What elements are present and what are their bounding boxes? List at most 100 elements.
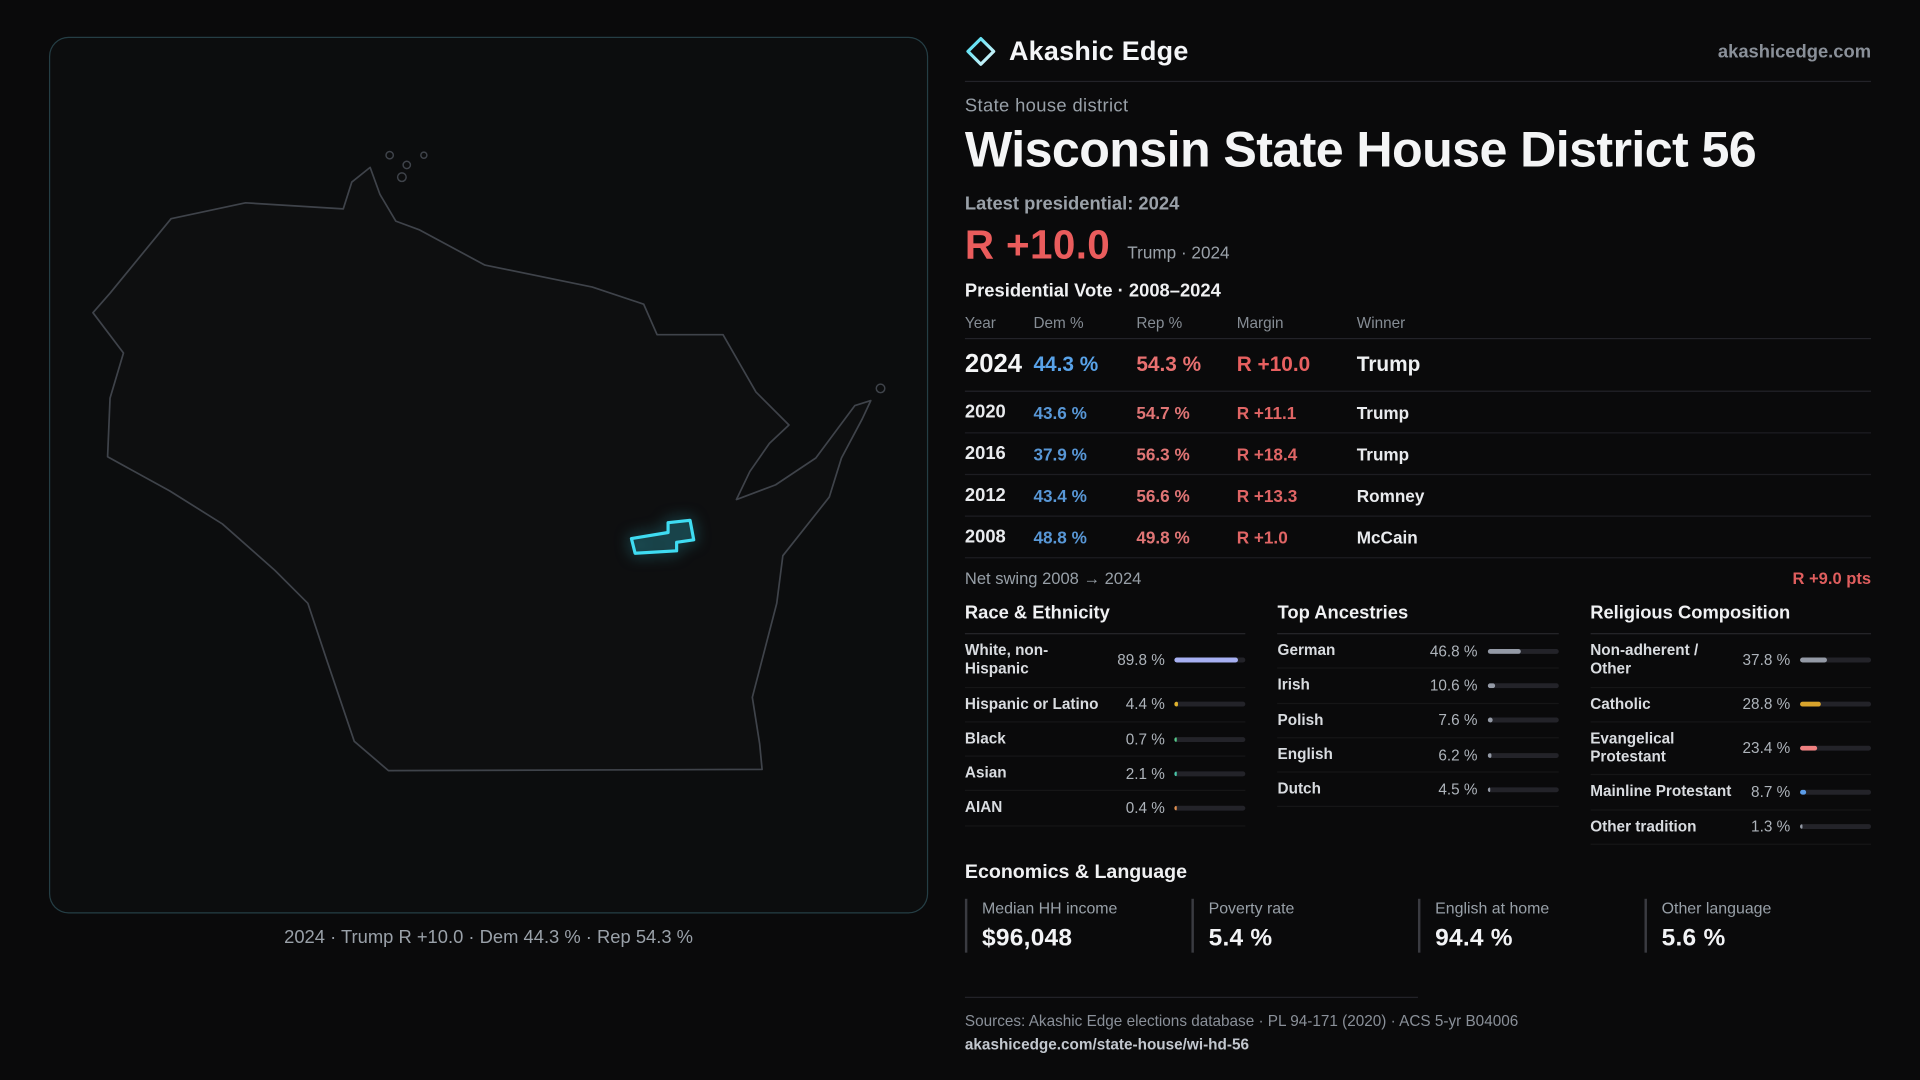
page-title: Wisconsin State House District 56 xyxy=(964,121,1757,178)
demo-label: Hispanic or Latino xyxy=(964,695,1099,713)
demo-label: Dutch xyxy=(1277,780,1321,798)
demo-label: Irish xyxy=(1277,676,1310,694)
district-report: Akashic Edge akashicedge.com State house… xyxy=(964,29,1872,1053)
demo-bar xyxy=(1487,787,1559,792)
demo-bar xyxy=(1799,745,1872,751)
demo-bar xyxy=(1487,648,1559,654)
headline-margin-row: R +10.0 Trump · 2024 xyxy=(965,222,1871,269)
demo-bar xyxy=(1487,752,1559,758)
rep-cell: 56.3 % xyxy=(1136,444,1190,464)
demo-label: White, non-Hispanic xyxy=(964,641,1049,678)
demo-row: Dutch 4.5 % xyxy=(1277,773,1559,808)
winner-cell: Trump xyxy=(1356,352,1421,377)
stat-value: 5.4 % xyxy=(1208,924,1273,952)
demo-value: 0.4 % xyxy=(1125,799,1165,817)
demographics-section: Race & Ethnicity White, non-Hispanic 89.… xyxy=(964,603,1872,845)
demo-label: AIAN xyxy=(964,798,1003,816)
map-caption: 2024 · Trump R +10.0 · Dem 44.3 % · Rep … xyxy=(284,926,694,948)
top-ancestries-column: Top Ancestries German 46.8 % Irish 10.6 … xyxy=(1277,603,1559,808)
apostle-island xyxy=(385,150,395,160)
col-dem: Dem % xyxy=(1033,314,1084,333)
vote-table-header: Year Dem % Rep % Margin Winner xyxy=(965,309,1871,338)
demo-bar xyxy=(1487,683,1559,689)
latest-presidential-label: Latest presidential: 2024 xyxy=(964,193,1180,215)
col-margin: Margin xyxy=(1236,314,1284,333)
demo-label: German xyxy=(1277,641,1336,659)
rep-cell: 54.7 % xyxy=(1136,402,1190,423)
demo-label: English xyxy=(1277,745,1333,763)
margin-cell: R +1.0 xyxy=(1236,527,1288,547)
demo-row: Polish 7.6 % xyxy=(1277,704,1559,739)
demo-bar xyxy=(1799,824,1872,830)
demo-label: Mainline Protestant xyxy=(1590,782,1732,801)
table-row: 2020 43.6 % 54.7 % R +11.1 Trump xyxy=(964,392,1872,434)
apostle-island xyxy=(420,151,428,159)
rep-cell: 54.3 % xyxy=(1136,352,1202,377)
stat-block: Other language 5.6 % xyxy=(1644,898,1872,953)
presidential-vote-table: Year Dem % Rep % Margin Winner 2024 44.3… xyxy=(964,309,1872,559)
demo-label: Black xyxy=(964,729,1006,747)
brand-header: Akashic Edge akashicedge.com xyxy=(965,29,1871,73)
demo-value: 4.4 % xyxy=(1125,695,1165,713)
demo-label: Non-adherent / Other xyxy=(1590,641,1699,678)
year-cell: 2008 xyxy=(964,526,1006,548)
demo-row: Mainline Protestant 8.7 % xyxy=(1590,776,1872,811)
wisconsin-map xyxy=(92,150,886,772)
demo-label: Polish xyxy=(1277,710,1324,729)
wisconsin-state-outline xyxy=(92,166,872,772)
margin-cell: R +13.3 xyxy=(1236,485,1298,506)
demo-row: Other tradition 1.3 % xyxy=(1590,810,1872,845)
net-swing-row: Net swing 2008 → 2024 R +9.0 pts xyxy=(965,570,1871,588)
year-cell: 2020 xyxy=(964,401,1006,423)
demo-value: 1.3 % xyxy=(1751,818,1791,836)
demo-label: Evangelical Protestant xyxy=(1590,729,1675,766)
demo-row: Catholic 28.8 % xyxy=(1590,688,1872,723)
vote-table-title: Presidential Vote · 2008–2024 xyxy=(964,280,1221,302)
economics-section-title: Economics & Language xyxy=(964,861,1187,883)
winner-cell: Trump xyxy=(1356,444,1410,464)
demo-bar xyxy=(1174,736,1246,742)
religious-composition-column: Religious Composition Non-adherent / Oth… xyxy=(1590,603,1872,845)
dem-cell: 48.8 % xyxy=(1033,527,1087,547)
section-title: Religious Composition xyxy=(1590,603,1872,635)
demo-bar xyxy=(1174,658,1246,663)
brand-site-link[interactable]: akashicedge.com xyxy=(1717,41,1872,62)
demo-value: 28.8 % xyxy=(1742,695,1791,713)
demo-bar xyxy=(1174,771,1246,777)
winner-cell: McCain xyxy=(1356,527,1418,547)
col-winner: Winner xyxy=(1356,314,1406,333)
demo-value: 89.8 % xyxy=(1117,651,1165,670)
apostle-island xyxy=(396,172,407,183)
stat-block: Poverty rate 5.4 % xyxy=(1191,898,1418,953)
permalink-link[interactable]: akashicedge.com/state-house/wi-hd-56 xyxy=(964,1035,1250,1053)
demo-row: Black 0.7 % xyxy=(964,722,1246,757)
section-title: Race & Ethnicity xyxy=(964,603,1246,635)
demo-value: 0.7 % xyxy=(1125,730,1165,748)
demo-row: English 6.2 % xyxy=(1277,738,1559,773)
margin-cell: R +11.1 xyxy=(1236,402,1297,423)
dem-cell: 37.9 % xyxy=(1033,444,1087,464)
demo-value: 6.2 % xyxy=(1438,746,1478,764)
dem-cell: 43.6 % xyxy=(1033,402,1087,423)
demo-bar xyxy=(1799,701,1872,707)
footer-divider xyxy=(964,996,1418,998)
demo-value: 10.6 % xyxy=(1429,677,1478,695)
section-title: Top Ancestries xyxy=(1277,603,1559,635)
demo-row: Evangelical Protestant 23.4 % xyxy=(1590,722,1872,776)
table-row: 2008 48.8 % 49.8 % R +1.0 McCain xyxy=(964,517,1872,559)
stat-label: English at home xyxy=(1435,898,1550,918)
demo-bar xyxy=(1174,805,1246,811)
header-divider xyxy=(964,80,1872,83)
demo-value: 4.5 % xyxy=(1438,780,1478,799)
demo-row: Irish 10.6 % xyxy=(1277,669,1559,704)
demo-value: 7.6 % xyxy=(1438,711,1478,729)
col-rep: Rep % xyxy=(1136,314,1183,333)
year-cell: 2012 xyxy=(964,485,1006,506)
net-swing-value: R +9.0 pts xyxy=(1792,569,1872,588)
stat-block: Median HH income $96,048 xyxy=(964,898,1192,953)
headline-margin-value: R +10.0 xyxy=(964,221,1111,268)
stat-block: English at home 94.4 % xyxy=(1417,898,1645,953)
stat-value: 5.6 % xyxy=(1661,924,1726,952)
demo-value: 46.8 % xyxy=(1429,642,1478,660)
